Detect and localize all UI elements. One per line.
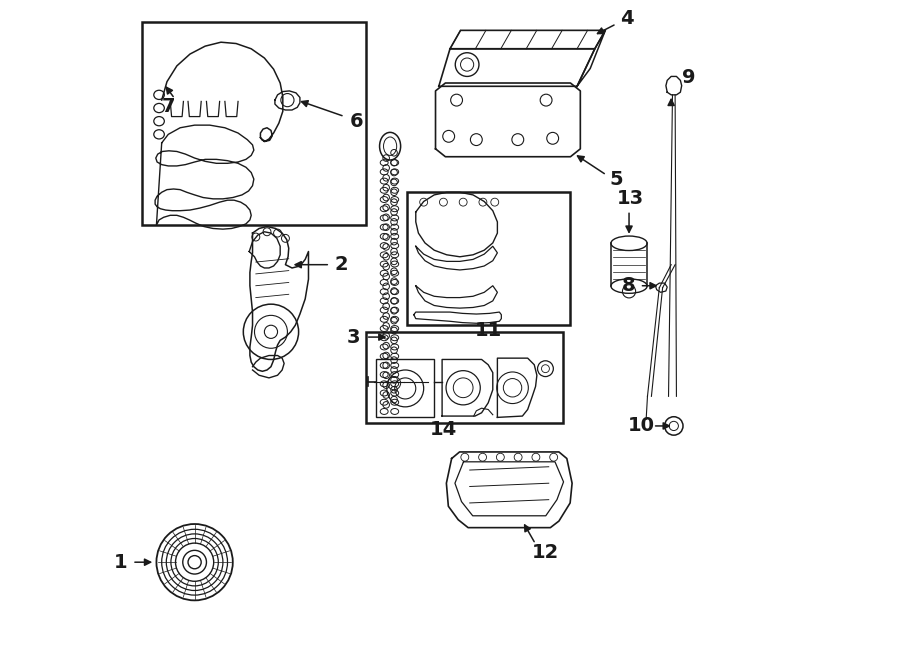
Text: 8: 8 [622,276,635,295]
Text: 7: 7 [161,97,175,116]
Text: 14: 14 [430,420,457,439]
Text: 11: 11 [475,321,502,340]
Bar [376,360,434,417]
Text: 9: 9 [681,67,695,87]
Bar [365,332,563,422]
Text: 2: 2 [335,255,348,274]
Text: 4: 4 [619,9,634,28]
Text: 1: 1 [114,553,128,572]
Text: 10: 10 [627,416,654,436]
Text: 13: 13 [616,189,643,208]
Bar [142,22,365,225]
Text: 5: 5 [609,171,624,189]
Bar [407,192,571,325]
Text: 12: 12 [532,543,559,562]
Text: 3: 3 [347,328,361,346]
Text: 6: 6 [350,112,364,131]
